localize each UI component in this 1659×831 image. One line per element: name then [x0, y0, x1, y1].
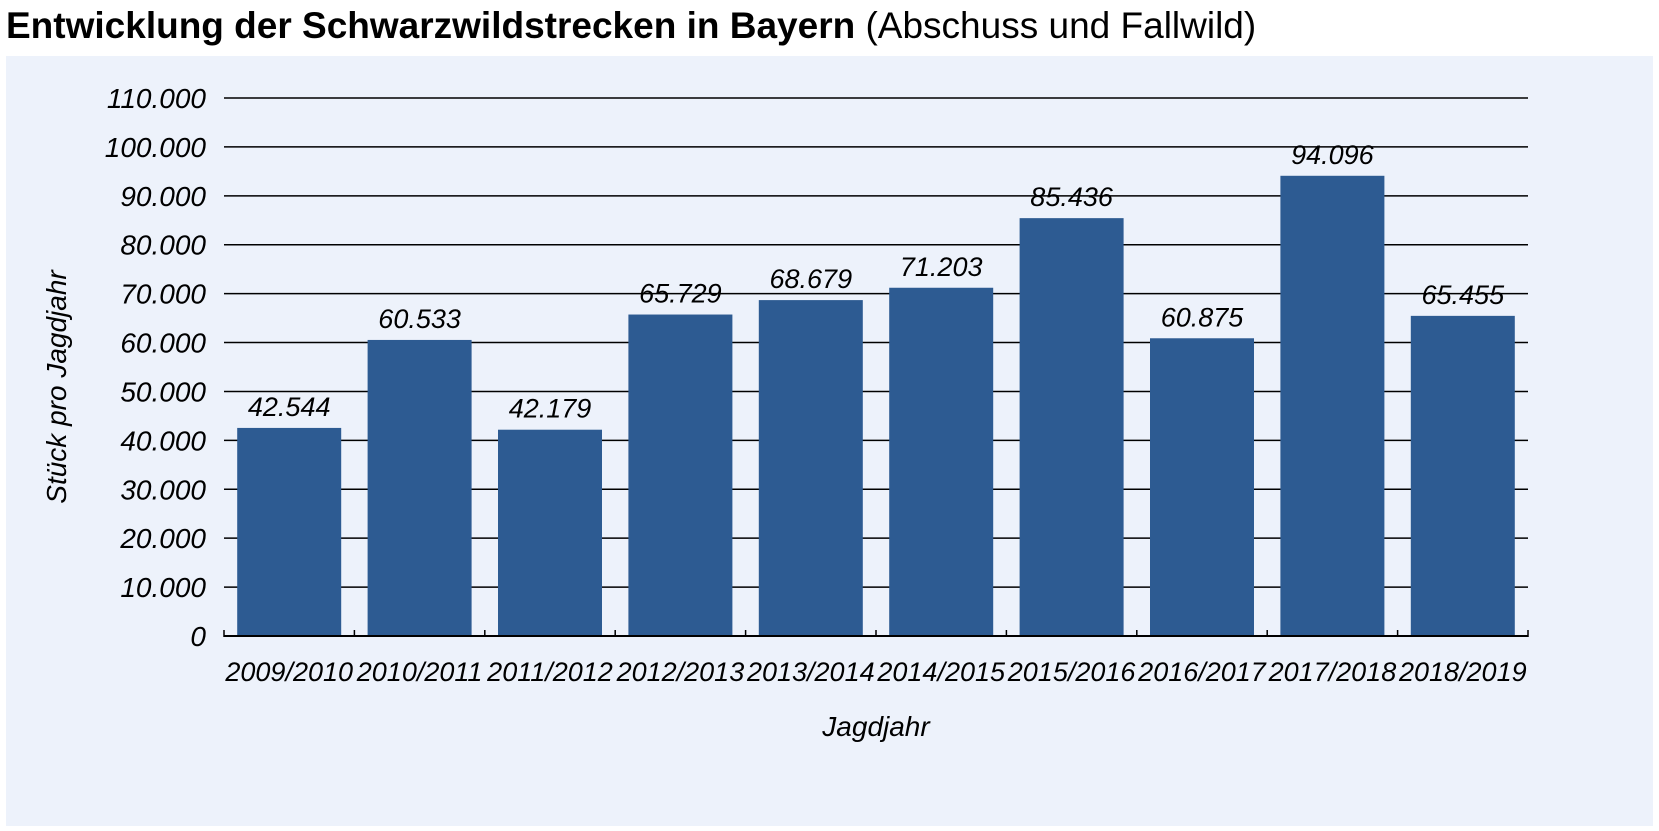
y-tick-label: 80.000 — [120, 230, 206, 261]
y-axis-tick-labels: 0 10.000 20.000 30.000 40.000 50.000 60.000 70.… — [105, 83, 207, 652]
y-tick-label: 10.000 — [120, 572, 206, 603]
y-tick-label: 110.000 — [107, 83, 207, 114]
x-tick-label: 2013/2014 — [746, 657, 875, 687]
bar-chart: 0 10.000 20.000 30.000 40.000 50.000 60.000 70.… — [6, 56, 1653, 826]
x-tick-label: 2011/2012 — [486, 657, 613, 687]
bar-value-label: 42.179 — [509, 394, 592, 424]
bar-value-label: 94.096 — [1291, 140, 1375, 170]
y-tick-label: 30.000 — [120, 474, 206, 505]
bar-value-label: 65.729 — [639, 279, 722, 309]
chart-title: Entwicklung der Schwarzwildstrecken in B… — [6, 0, 1256, 52]
bar — [498, 429, 602, 636]
x-axis-title: Jagdjahr — [821, 711, 931, 742]
x-axis-tick-labels: 2009/2010 2010/2011 2011/2012 2012/2013 2013… — [224, 657, 1526, 687]
bar — [237, 427, 342, 636]
bars — [237, 175, 1515, 636]
bar — [1019, 218, 1124, 636]
y-axis-title: Stück pro Jagdjahr — [41, 269, 72, 504]
bar-value-label: 60.533 — [378, 304, 461, 334]
y-tick-label: 20.000 — [119, 523, 206, 554]
y-tick-label: 60.000 — [120, 328, 206, 359]
x-tick-label: 2017/2018 — [1268, 657, 1397, 687]
bar — [628, 314, 733, 636]
bar — [889, 287, 994, 636]
bar — [1150, 338, 1254, 636]
chart-panel: 0 10.000 20.000 30.000 40.000 50.000 60.000 70.… — [6, 56, 1653, 826]
x-tick-label: 2016/2017 — [1137, 657, 1267, 687]
x-tick-label: 2015/2016 — [1007, 657, 1137, 687]
y-tick-label: 0 — [190, 621, 206, 652]
bar-value-label: 42.544 — [248, 392, 331, 422]
x-axis — [223, 630, 1529, 637]
x-tick-label: 2010/2011 — [356, 657, 483, 687]
bar-value-label: 71.203 — [900, 252, 983, 282]
x-tick-label: 2009/2010 — [224, 657, 353, 687]
y-tick-label: 100.000 — [105, 132, 207, 163]
x-tick-label: 2014/2015 — [876, 657, 1006, 687]
value-labels: 42.544 60.533 42.179 65.729 68.679 71.203 85.4… — [248, 140, 1505, 424]
chart-subtitle: (Abschuss und Fallwild) — [865, 5, 1257, 46]
bar-value-label: 85.436 — [1030, 182, 1114, 212]
bar — [1280, 175, 1385, 636]
bar-value-label: 60.875 — [1161, 302, 1245, 332]
y-tick-label: 50.000 — [120, 376, 206, 407]
x-tick-label: 2012/2013 — [616, 657, 745, 687]
x-tick-label: 2018/2019 — [1398, 657, 1527, 687]
bar-value-label: 65.455 — [1422, 280, 1506, 310]
bar — [367, 339, 472, 636]
bar-value-label: 68.679 — [770, 264, 853, 294]
y-tick-label: 40.000 — [120, 425, 206, 456]
chart-title-main: Entwicklung der Schwarzwildstrecken in B… — [6, 5, 856, 46]
y-tick-label: 70.000 — [120, 279, 206, 310]
bar — [758, 300, 863, 636]
y-tick-label: 90.000 — [120, 181, 206, 212]
bar — [1410, 315, 1515, 636]
